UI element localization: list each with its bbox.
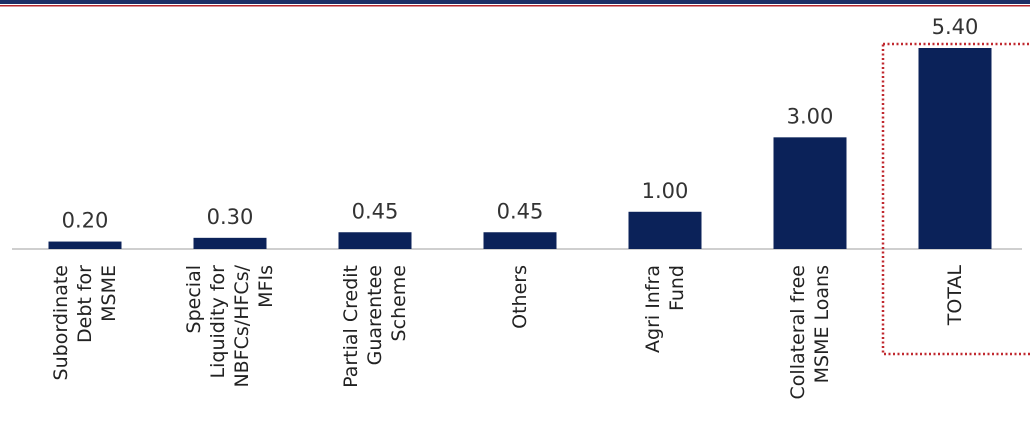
- category-label-line: Debt for: [74, 265, 96, 343]
- category-label-line: Others: [509, 265, 531, 329]
- category-label-4: Agri Infra Fund: [642, 265, 688, 353]
- category-label-line: MSME Loans: [811, 265, 833, 383]
- category-label-2: Partial Credit Guarentee Scheme: [340, 265, 410, 388]
- bar-6: [918, 48, 992, 249]
- category-label-line: MSME: [98, 265, 120, 322]
- category-label-line: Collateral free: [787, 265, 809, 399]
- value-label-1: 0.30: [207, 205, 254, 229]
- category-label-5: Collateral free MSME Loans: [787, 265, 833, 399]
- value-label-5: 3.00: [787, 104, 834, 128]
- category-labels: Subordinate Debt for MSME Special Liquidity …: [50, 264, 966, 399]
- category-label-line: Guarentee: [364, 265, 386, 365]
- category-label-1: Special Liquidity for NBFCs/HFCs/MFIs: [183, 264, 277, 387]
- value-label-2: 0.45: [352, 199, 399, 223]
- category-label-line: Partial Credit: [340, 265, 362, 388]
- value-label-3: 0.45: [497, 199, 544, 223]
- category-label-line: TOTAL: [944, 265, 966, 327]
- category-label-3: Others: [509, 265, 531, 329]
- value-label-6: 5.40: [932, 15, 979, 39]
- bar-2: [338, 232, 412, 249]
- category-label-line: Special: [183, 265, 205, 333]
- bar-1: [193, 237, 267, 249]
- category-label-line: Liquidity for: [207, 265, 229, 379]
- category-label-line: Subordinate: [50, 265, 72, 380]
- bar-4: [628, 211, 702, 249]
- category-label-line: Fund: [666, 265, 688, 311]
- category-label-line: MFIs: [255, 265, 277, 308]
- category-label-line: Scheme: [388, 265, 410, 341]
- category-label-line: Agri Infra: [642, 265, 664, 353]
- total-highlight-box: [881, 42, 1030, 356]
- header-line-accent: [0, 5, 1030, 7]
- category-label-0: Subordinate Debt for MSME: [50, 265, 120, 381]
- bar-5: [773, 137, 847, 249]
- category-label-6: TOTAL: [944, 265, 966, 327]
- bars: [48, 48, 992, 249]
- bar-0: [48, 241, 122, 249]
- header-line-dark: [0, 0, 1030, 4]
- value-label-0: 0.20: [62, 209, 109, 233]
- category-label-line: NBFCs/HFCs/: [231, 264, 253, 387]
- bar-3: [483, 232, 557, 249]
- value-label-4: 1.00: [642, 179, 689, 203]
- header-lines: [0, 0, 1030, 7]
- value-labels: 0.20 0.30 0.45 0.45 1.00 3.00 5.40: [62, 15, 979, 233]
